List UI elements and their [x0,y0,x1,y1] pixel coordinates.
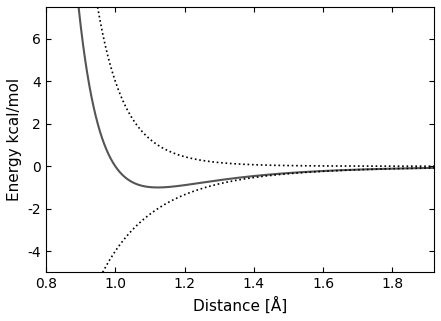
Y-axis label: Energy kcal/mol: Energy kcal/mol [7,78,22,201]
X-axis label: Distance [Å]: Distance [Å] [193,297,287,314]
